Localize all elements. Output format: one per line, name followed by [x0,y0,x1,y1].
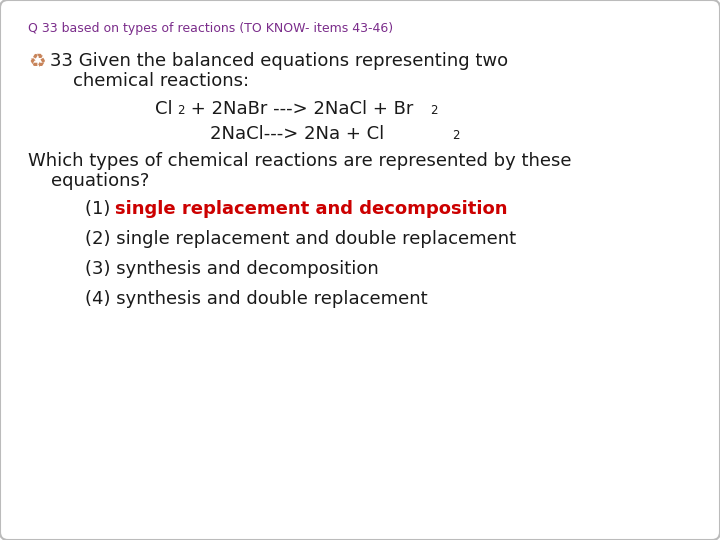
Text: 2: 2 [452,129,459,142]
Text: chemical reactions:: chemical reactions: [50,72,249,90]
Text: 33 Given the balanced equations representing two: 33 Given the balanced equations represen… [50,52,508,70]
Text: (1): (1) [85,200,116,218]
Text: (3) synthesis and decomposition: (3) synthesis and decomposition [85,260,379,278]
Text: (4) synthesis and double replacement: (4) synthesis and double replacement [85,290,428,308]
Text: + 2NaBr ---> 2NaCl + Br: + 2NaBr ---> 2NaCl + Br [185,100,413,118]
Text: Cl: Cl [155,100,173,118]
Text: Q 33 based on types of reactions (TO KNOW- items 43-46): Q 33 based on types of reactions (TO KNO… [28,22,393,35]
Text: ♻: ♻ [28,52,45,71]
Text: (2) single replacement and double replacement: (2) single replacement and double replac… [85,230,516,248]
Text: single replacement and decomposition: single replacement and decomposition [115,200,508,218]
Text: 2NaCl---> 2Na + Cl: 2NaCl---> 2Na + Cl [210,125,384,143]
Text: equations?: equations? [28,172,149,190]
Text: 2: 2 [430,104,438,117]
Text: Which types of chemical reactions are represented by these: Which types of chemical reactions are re… [28,152,572,170]
Text: 2: 2 [177,104,184,117]
